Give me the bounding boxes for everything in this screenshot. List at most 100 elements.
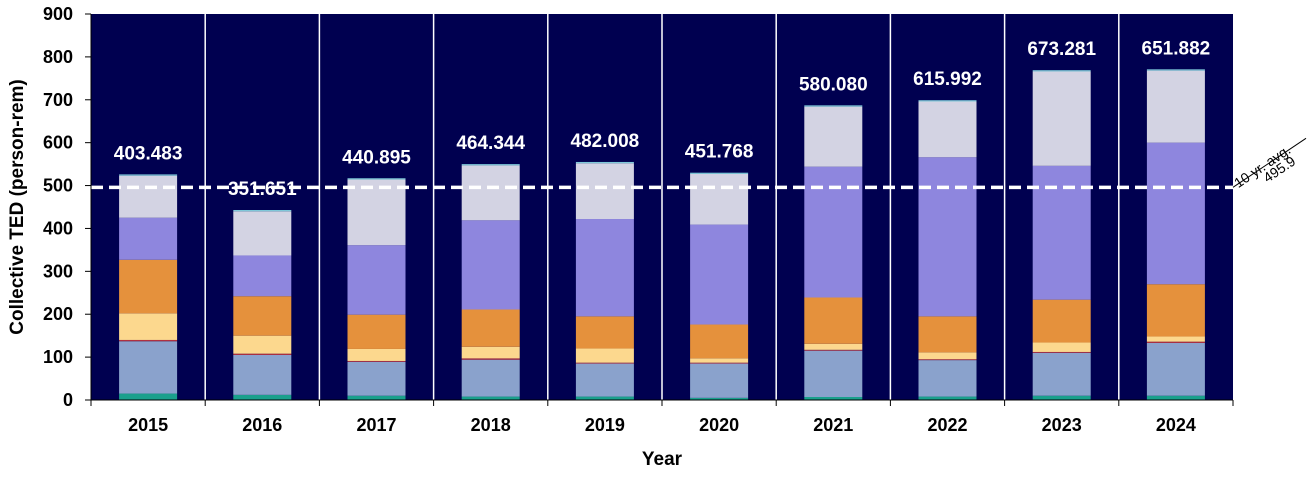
bar-segment-segment-6 [1146, 142, 1205, 285]
bar-segment-segment-5 [690, 324, 749, 359]
bar-segment-segment-8 [233, 210, 292, 212]
bar-segment-segment-3 [233, 353, 292, 355]
bar-segment-segment-1 [575, 396, 634, 400]
bar-segment-segment-5 [918, 316, 977, 353]
bar-segment-segment-6 [461, 220, 520, 310]
bar-total-label: 673.281 [1027, 39, 1096, 60]
bar-segment-segment-2 [347, 361, 406, 396]
bar-segment-segment-6 [119, 217, 178, 260]
bar-segment-segment-6 [347, 245, 406, 315]
bar-segment-segment-7 [918, 101, 977, 158]
bar-segment-segment-1 [918, 396, 977, 400]
bar-segment-segment-3 [1032, 351, 1091, 353]
bar-segment-segment-7 [461, 165, 520, 221]
y-axis-title: Collective TED (person-rem) [7, 79, 28, 335]
y-axis-tick-labels: 0 100 200 300 400 500 600 700 800 900 [43, 4, 91, 410]
bar-segment-segment-8 [461, 164, 520, 166]
bar-segment-segment-7 [690, 173, 749, 225]
bar-segment-segment-4 [461, 346, 520, 359]
bar-segment-segment-6 [690, 224, 749, 325]
bar-segment-segment-2 [233, 354, 292, 395]
bar-segment-segment-5 [804, 297, 863, 344]
total-labels: 403.483 351.651 440.895 464.344 482.008 451.7… [114, 38, 1210, 200]
bar-segment-segment-2 [690, 363, 749, 398]
bar-segment-segment-7 [347, 179, 406, 246]
bar-segment-segment-3 [575, 362, 634, 364]
bar-segment-segment-3 [918, 359, 977, 361]
bar-segment-segment-5 [233, 296, 292, 336]
bar-segment-segment-6 [575, 219, 634, 317]
bar-segment-segment-5 [461, 309, 520, 347]
y-tick-label: 900 [43, 4, 73, 24]
bar-segment-segment-8 [690, 172, 749, 174]
bar-segment-segment-7 [1032, 71, 1091, 166]
bar-segment-segment-8 [575, 161, 634, 164]
bar-segment-segment-4 [918, 352, 977, 360]
category-gridlines [204, 14, 1120, 400]
bar-segment-segment-4 [690, 358, 749, 363]
bar-segment-segment-4 [233, 335, 292, 354]
bar-segment-segment-7 [804, 106, 863, 167]
x-tick-label: 2021 [813, 415, 853, 435]
bar-segment-segment-5 [1032, 299, 1091, 343]
bar-segment-segment-4 [804, 343, 863, 350]
bar-segment-segment-2 [575, 363, 634, 397]
bar-segment-segment-3 [461, 358, 520, 360]
bar-segment-segment-1 [233, 394, 292, 400]
x-tick-label: 2020 [699, 415, 739, 435]
bar-segment-segment-5 [119, 259, 178, 314]
bar-segment-segment-4 [119, 313, 178, 340]
bar-segment-segment-8 [1032, 70, 1091, 72]
bar-segment-segment-3 [119, 339, 178, 342]
bar-segment-segment-8 [347, 178, 406, 180]
bar-segment-segment-7 [1146, 70, 1205, 143]
bar-segment-segment-1 [804, 396, 863, 400]
bar-total-label: 351.651 [228, 179, 297, 200]
bar-segment-segment-5 [575, 316, 634, 349]
bar-segment-segment-7 [233, 211, 292, 256]
bar-segment-segment-7 [575, 163, 634, 220]
bar-total-label: 440.895 [342, 147, 411, 168]
bar-segment-segment-2 [461, 359, 520, 397]
bar-segment-segment-4 [1146, 336, 1205, 342]
bar-segment-segment-6 [233, 255, 292, 297]
bar-total-label: 482.008 [571, 131, 640, 152]
x-tick-label: 2024 [1156, 415, 1196, 435]
bar-segment-segment-1 [690, 397, 749, 400]
y-tick-label: 300 [43, 261, 73, 281]
y-tick-label: 800 [43, 47, 73, 67]
bar-segment-segment-4 [1032, 342, 1091, 352]
y-tick-label: 200 [43, 304, 73, 324]
bar-segment-segment-4 [347, 348, 406, 361]
x-tick-label: 2015 [128, 415, 168, 435]
y-tick-label: 700 [43, 90, 73, 110]
y-tick-label: 600 [43, 133, 73, 153]
bar-segment-segment-1 [119, 393, 178, 400]
bar-segment-segment-4 [575, 348, 634, 363]
bar-segment-segment-2 [918, 360, 977, 397]
bar-segment-segment-8 [804, 105, 863, 107]
y-tick-label: 400 [43, 218, 73, 238]
x-tick-label: 2023 [1042, 415, 1082, 435]
bar-segment-segment-7 [119, 175, 178, 218]
bar-total-label: 451.768 [685, 142, 754, 163]
bar-segment-segment-1 [347, 395, 406, 400]
bar-total-label: 651.882 [1142, 38, 1211, 59]
bar-segment-segment-2 [804, 350, 863, 397]
bar-segment-segment-3 [1146, 341, 1205, 343]
bar-segment-segment-2 [1146, 342, 1205, 396]
bar-total-label: 464.344 [456, 133, 525, 154]
y-tick-label: 100 [43, 347, 73, 367]
bar-segment-segment-2 [119, 341, 178, 394]
x-tick-label: 2019 [585, 415, 625, 435]
bar-segment-segment-3 [347, 360, 406, 362]
bar-segment-segment-1 [1146, 395, 1205, 400]
y-tick-label: 0 [63, 390, 73, 410]
bar-segment-segment-8 [918, 100, 977, 102]
x-tick-label: 2017 [356, 415, 396, 435]
bar-segment-segment-2 [1032, 352, 1091, 396]
bar-segment-segment-3 [690, 362, 749, 364]
x-tick-label: 2018 [471, 415, 511, 435]
bar-total-label: 615.992 [913, 69, 982, 90]
